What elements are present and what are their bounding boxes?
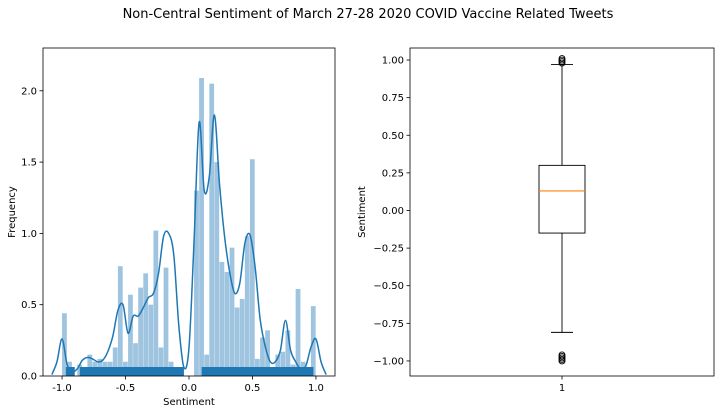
y-tick-label: −0.25 <box>373 244 404 255</box>
outlier-point <box>558 55 566 62</box>
histogram-y-label: Frequency <box>7 186 18 238</box>
y-tick-label: 1.00 <box>382 56 404 67</box>
boxplot-x-ticks: 1 <box>559 376 565 394</box>
outlier-point <box>558 357 566 365</box>
histogram-bar <box>244 236 250 376</box>
x-tick-label: -1.0 <box>52 383 72 394</box>
boxplot-axes: 1 −1.00 −0.75 −0.50 −0.25 0.00 0.25 0.50 0.75 1.… <box>357 47 715 394</box>
x-tick-label: 0.0 <box>181 383 197 394</box>
histogram-x-ticks: -1.0 -0.5 0.0 0.5 1.0 <box>52 376 324 394</box>
histogram-bar <box>280 351 286 376</box>
histogram-bar <box>194 190 199 376</box>
box-iqr <box>538 164 586 234</box>
histogram-bar <box>224 271 230 376</box>
histogram-bar <box>229 247 235 376</box>
histogram-bar <box>275 354 281 376</box>
x-tick-label: 1.0 <box>308 383 324 394</box>
histogram-bar <box>158 347 164 376</box>
histogram-bar <box>209 83 215 377</box>
y-tick-label: 0.75 <box>382 93 404 104</box>
rug-mark <box>65 367 75 376</box>
rug-mark <box>201 367 314 376</box>
rug-mark <box>79 367 184 376</box>
histogram-bar <box>219 261 225 376</box>
histogram-x-label: Sentiment <box>163 397 215 408</box>
y-tick-label: −1.00 <box>373 356 404 367</box>
x-tick-label: -0.5 <box>116 383 136 394</box>
histogram-bar <box>77 364 83 376</box>
x-tick-label: 1 <box>559 383 565 394</box>
x-tick-label: 0.5 <box>245 383 261 394</box>
histogram-bar <box>128 294 133 376</box>
y-tick-label: 1.5 <box>21 158 37 169</box>
histogram-bar <box>295 289 301 376</box>
y-tick-label: 0.00 <box>382 206 404 217</box>
histogram-bar <box>163 267 169 376</box>
histogram-bar <box>138 287 143 376</box>
y-tick-label: 0.50 <box>382 131 404 142</box>
y-tick-label: 2.0 <box>21 86 37 97</box>
y-tick-label: −0.50 <box>373 281 404 292</box>
histogram-bar <box>87 354 93 376</box>
boxplot-y-ticks: −1.00 −0.75 −0.50 −0.25 0.00 0.25 0.50 0.75 1.00 <box>373 56 410 367</box>
y-tick-label: 0.0 <box>21 372 37 383</box>
boxplot-elements <box>538 64 586 333</box>
histogram-bar <box>285 330 291 376</box>
histogram-bar <box>239 298 245 376</box>
histogram-bar <box>62 313 67 376</box>
histogram-axes: -1.0 -0.5 0.0 0.5 1.0 0.0 0.5 1.0 1.5 2.0 Sentim… <box>7 47 336 408</box>
histogram-bar <box>260 337 265 376</box>
histogram-bar <box>249 159 255 376</box>
histogram-bar <box>148 304 154 376</box>
histogram-bar <box>133 343 138 376</box>
boxplot-y-label: Sentiment <box>357 186 368 238</box>
rug-marks <box>65 367 314 376</box>
y-tick-label: 0.25 <box>382 168 404 179</box>
histogram-bar <box>234 307 240 376</box>
histogram-bar <box>204 354 210 376</box>
histogram-bar <box>153 230 159 376</box>
histogram-y-ticks: 0.0 0.5 1.0 1.5 2.0 <box>21 86 43 383</box>
kde-curve <box>51 114 327 375</box>
histogram-bar <box>214 162 220 376</box>
y-tick-label: 0.5 <box>21 300 37 311</box>
boxplot-outliers <box>558 55 566 365</box>
histogram-bar <box>199 77 204 377</box>
histogram-bar <box>112 347 118 376</box>
y-tick-label: 1.0 <box>21 229 37 240</box>
histogram-bar <box>143 273 149 376</box>
y-tick-label: −0.75 <box>373 319 404 330</box>
histogram-bar <box>117 266 123 376</box>
figure-title: Non-Central Sentiment of March 27-28 202… <box>123 7 614 22</box>
